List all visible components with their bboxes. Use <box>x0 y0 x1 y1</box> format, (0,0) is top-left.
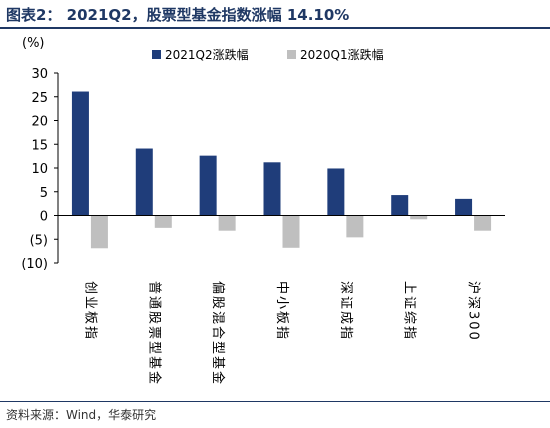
y-tick-label: 0 <box>40 210 48 225</box>
y-tick-label: 30 <box>31 67 48 82</box>
bar-2020q1 <box>90 215 108 249</box>
legend: 2021Q2涨跌幅 2020Q1涨跌幅 <box>152 47 384 62</box>
x-category-label: 创业板指 <box>82 281 97 341</box>
source-note: 资料来源：Wind，华泰研究 <box>6 408 157 422</box>
y-tick-label: 5 <box>40 186 48 201</box>
y-tick-label: 25 <box>31 91 48 106</box>
x-category-label: 普通股票型基金 <box>146 281 162 386</box>
y-unit-label: (%) <box>22 36 45 51</box>
bar-2021q2 <box>263 162 281 216</box>
bar-2020q1 <box>346 215 364 238</box>
bar-2020q1 <box>474 215 492 231</box>
bar-2020q1 <box>218 215 236 231</box>
bars <box>71 91 492 249</box>
bar-2021q2 <box>455 198 473 216</box>
bar-2021q2 <box>391 195 409 216</box>
title-rule <box>0 27 550 29</box>
legend-label-2021q2: 2021Q2涨跌幅 <box>165 47 249 62</box>
bar-chart: (%) 2021Q2涨跌幅 2020Q1涨跌幅 30 25 20 15 10 5 0 (5) (… <box>21 36 505 386</box>
source-rule <box>0 401 550 402</box>
bar-2020q1 <box>154 215 172 228</box>
bar-2020q1 <box>410 215 428 220</box>
y-tick-label: 10 <box>31 162 48 177</box>
legend-swatch-2020q1 <box>287 50 296 59</box>
x-axis-labels: 创业板指 普通股票型基金 偏股混合型基金 中小板指 深证成指 上证综指 沪深300 <box>82 281 481 386</box>
legend-swatch-2021q2 <box>152 50 161 59</box>
x-category-label: 中小板指 <box>274 281 289 341</box>
bar-2020q1 <box>282 215 300 248</box>
y-tick-label: 20 <box>31 115 48 130</box>
bar-2021q2 <box>71 91 89 216</box>
x-category-label: 偏股混合型基金 <box>210 281 226 386</box>
legend-label-2020q1: 2020Q1涨跌幅 <box>300 47 384 62</box>
x-category-label: 沪深300 <box>466 281 482 342</box>
x-category-label: 深证成指 <box>338 281 353 341</box>
figure-title: 图表2： 2021Q2，股票型基金指数涨幅 14.10% <box>6 6 350 24</box>
bar-2021q2 <box>135 148 153 216</box>
y-tick-label: (10) <box>21 257 48 272</box>
y-tick-label: 15 <box>31 138 48 153</box>
y-tick-label: (5) <box>30 233 48 248</box>
x-category-label: 上证综指 <box>402 281 417 341</box>
bar-2021q2 <box>327 168 345 216</box>
bar-2021q2 <box>199 155 217 216</box>
y-axis-ticks: 30 25 20 15 10 5 0 (5) (10) <box>21 67 58 272</box>
